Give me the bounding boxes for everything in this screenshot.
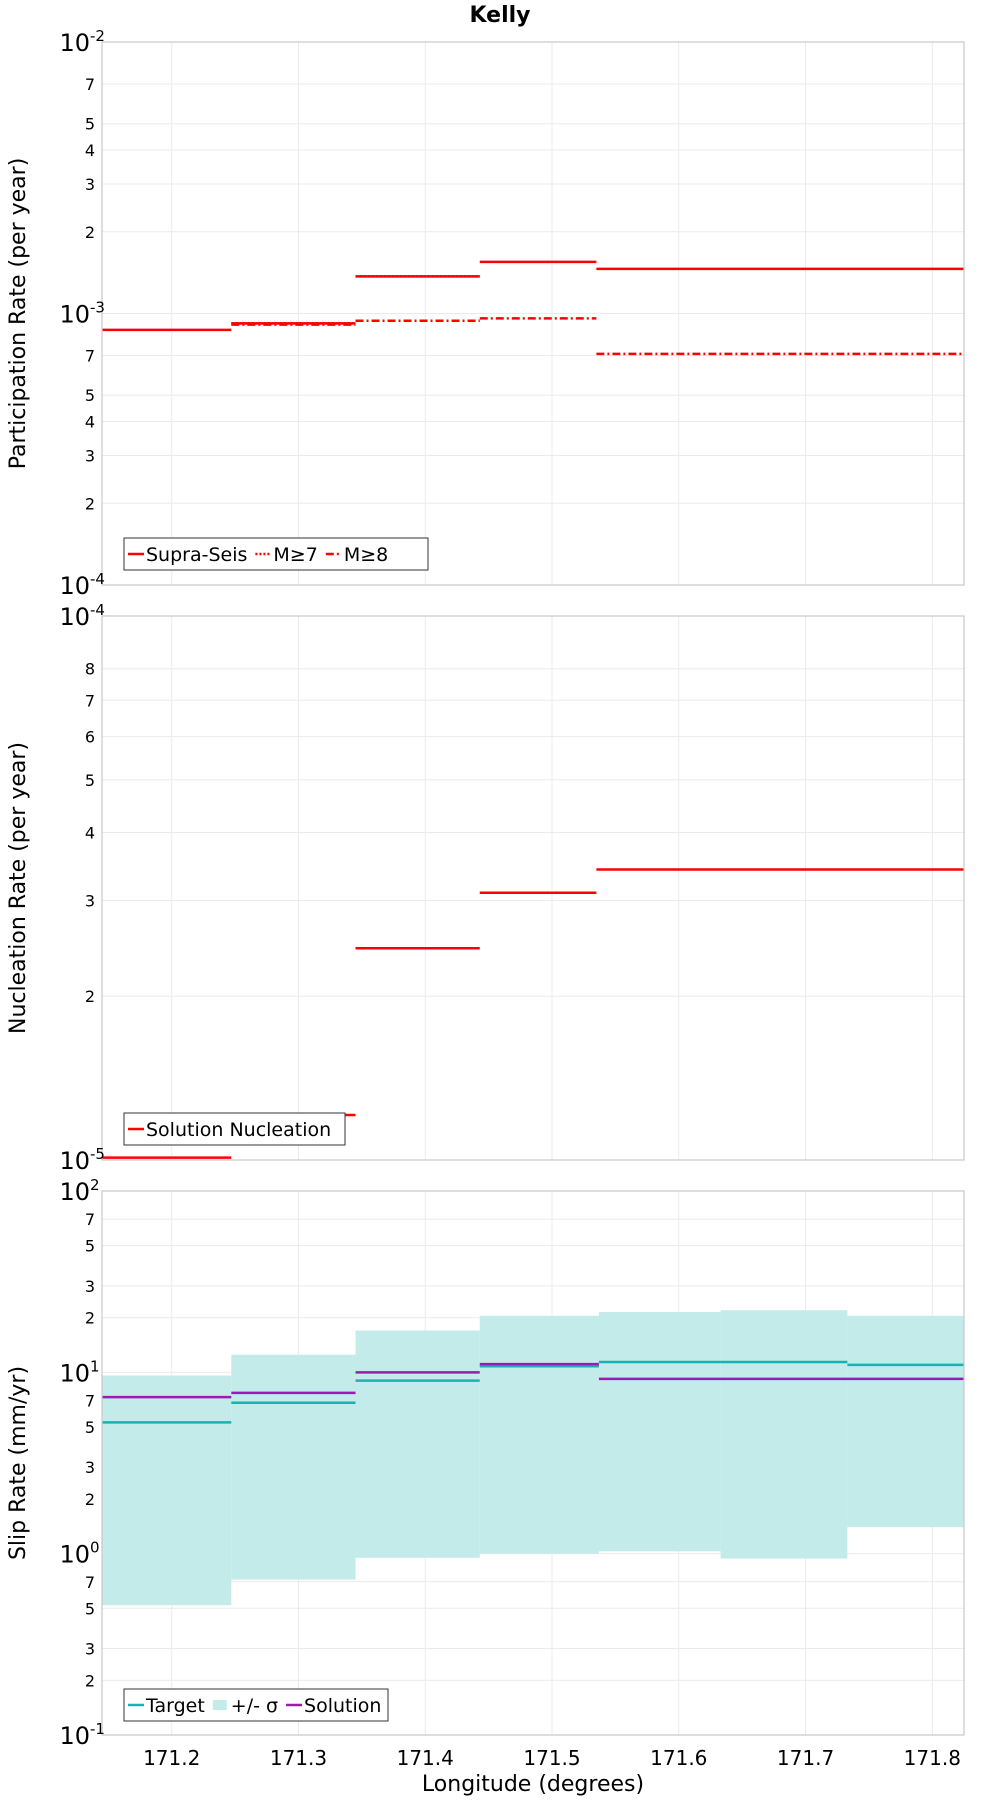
y-major-tick-label: 10 (59, 301, 90, 329)
y-major-tick-exponent: 0 (90, 1539, 100, 1557)
y-minor-tick-label: 2 (85, 1671, 95, 1690)
y-minor-tick-label: 5 (85, 1237, 95, 1256)
y-minor-tick-label: 7 (85, 1391, 95, 1410)
legend-nucleation: Solution Nucleation (123, 1112, 346, 1146)
legend-box (123, 1112, 346, 1146)
y-minor-tick-label: 3 (85, 175, 95, 194)
plot-frame (101, 1190, 965, 1736)
y-minor-tick-label: 7 (85, 691, 95, 710)
x-tick-label: 171.2 (143, 1746, 200, 1770)
y-major-tick-label: 10 (59, 1722, 90, 1750)
y-major-tick-exponent: -4 (90, 601, 105, 619)
plot-frame (101, 41, 965, 586)
x-tick-label: 171.3 (270, 1746, 327, 1770)
y-minor-tick-label: 4 (85, 141, 95, 160)
y-minor-tick-label: 7 (85, 347, 95, 366)
y-major-tick-label: 10 (59, 1178, 90, 1206)
y-minor-tick-label: 2 (85, 987, 95, 1006)
y-axis-label: Nucleation Rate (per year) (6, 742, 31, 1034)
band-slip-1 (231, 1354, 356, 1580)
band-slip-3 (479, 1315, 599, 1554)
y-minor-tick-label: 3 (85, 1458, 95, 1477)
y-minor-tick-label: 5 (85, 1418, 95, 1437)
legend-participation: Supra-Seis M≥7 M≥8 (123, 537, 429, 571)
legend-box (123, 537, 429, 571)
legend-label: Solution (304, 1695, 381, 1717)
y-major-tick-label: 10 (59, 29, 90, 57)
plot-frame (101, 615, 965, 1161)
legend-box (123, 1688, 389, 1722)
legend-label: M≥8 (344, 544, 388, 566)
y-minor-tick-label: 2 (85, 223, 95, 242)
y-minor-tick-label: 5 (85, 771, 95, 790)
y-minor-tick-label: 3 (85, 1639, 95, 1658)
y-major-tick-label: 10 (59, 1541, 90, 1569)
legend-label: Supra-Seis (146, 544, 247, 566)
y-major-tick-exponent: 1 (90, 1357, 100, 1375)
x-tick-label: 171.4 (397, 1746, 454, 1770)
y-minor-tick-label: 6 (85, 728, 95, 747)
y-major-tick-label: 10 (59, 1147, 90, 1175)
y-major-tick-exponent: 2 (90, 1176, 100, 1194)
x-tick-label: 171.6 (650, 1746, 707, 1770)
x-tick-label: 171.8 (904, 1746, 961, 1770)
y-minor-tick-label: 4 (85, 413, 95, 432)
y-minor-tick-label: 3 (85, 446, 95, 465)
y-major-tick-exponent: -5 (90, 1145, 105, 1163)
y-minor-tick-label: 2 (85, 1490, 95, 1509)
x-tick-label: 171.5 (523, 1746, 580, 1770)
band-slip-5 (720, 1310, 848, 1559)
y-major-tick-exponent: -2 (90, 27, 105, 45)
legend-label: Solution Nucleation (146, 1119, 331, 1141)
x-axis-label: Longitude (degrees) (422, 1772, 644, 1797)
y-major-tick-label: 10 (59, 572, 90, 600)
y-minor-tick-label: 3 (85, 891, 95, 910)
y-minor-tick-label: 5 (85, 386, 95, 405)
y-minor-tick-label: 7 (85, 1210, 95, 1229)
y-major-tick-exponent: -3 (90, 299, 105, 317)
y-minor-tick-label: 2 (85, 494, 95, 513)
legend-slip: Target +/- σ Solution (123, 1688, 389, 1722)
y-minor-tick-label: 8 (85, 660, 95, 679)
y-minor-tick-label: 7 (85, 1573, 95, 1592)
legend-label: Target (145, 1695, 205, 1717)
y-major-tick-label: 10 (59, 603, 90, 631)
y-axis-label: Slip Rate (mm/yr) (6, 1366, 31, 1560)
y-major-tick-label: 10 (59, 1359, 90, 1387)
legend-label: +/- σ (231, 1695, 278, 1717)
y-major-tick-exponent: -4 (90, 570, 105, 588)
band-slip-2 (355, 1330, 480, 1558)
y-minor-tick-label: 5 (85, 1599, 95, 1618)
y-minor-tick-label: 5 (85, 115, 95, 134)
legend-swatch-band (212, 1700, 227, 1710)
band-slip-0 (102, 1375, 232, 1606)
chart-title: Kelly (469, 3, 530, 28)
y-minor-tick-label: 3 (85, 1277, 95, 1296)
y-major-tick-exponent: -1 (90, 1720, 105, 1738)
legend-label: M≥7 (273, 544, 317, 566)
y-minor-tick-label: 7 (85, 75, 95, 94)
y-axis-label: Participation Rate (per year) (6, 158, 31, 470)
band-slip-6 (847, 1315, 964, 1528)
y-minor-tick-label: 2 (85, 1309, 95, 1328)
x-tick-label: 171.7 (777, 1746, 834, 1770)
y-minor-tick-label: 4 (85, 823, 95, 842)
band-slip-4 (598, 1312, 721, 1552)
